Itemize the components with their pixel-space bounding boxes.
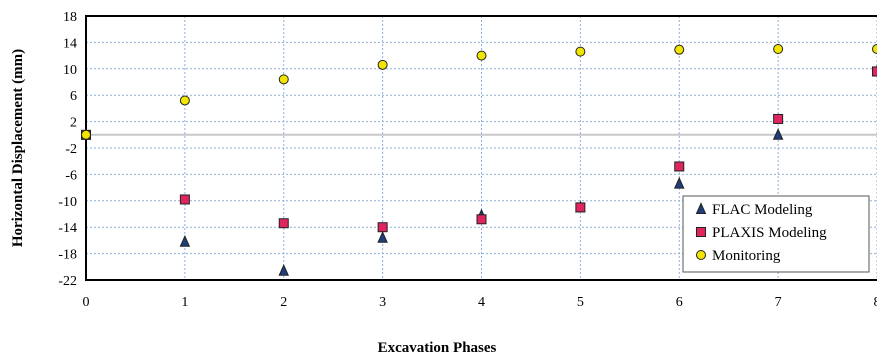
x-tick-label: 1	[181, 295, 188, 310]
y-tick-label: -2	[65, 142, 77, 157]
y-tick-label: -18	[58, 248, 77, 263]
legend-label: FLAC Modeling	[712, 202, 813, 218]
x-tick-label: 5	[577, 295, 584, 310]
y-tick-label: 6	[70, 89, 77, 104]
triangle-point	[180, 236, 189, 246]
circle-point	[378, 60, 387, 69]
circle-point	[477, 51, 486, 60]
x-tick-label: 0	[83, 295, 90, 310]
y-tick-label: 18	[63, 10, 77, 25]
y-tick-label: 2	[70, 116, 77, 131]
circle-point	[774, 45, 783, 54]
triangle-point	[675, 178, 684, 188]
y-tick-label: -22	[58, 274, 77, 289]
y-axis-title: Horizontal Displacement (mm)	[10, 49, 26, 247]
x-tick-label: 7	[775, 295, 782, 310]
legend: FLAC Modeling PLAXIS Modeling Monitoring	[683, 196, 869, 272]
circle-point	[180, 96, 189, 105]
legend-square-icon	[697, 228, 706, 237]
legend-label: Monitoring	[712, 248, 781, 264]
x-axis-title: Excavation Phases	[378, 340, 497, 356]
triangle-point	[378, 232, 387, 242]
x-tick-label: 3	[379, 295, 386, 310]
y-tick-label: -10	[58, 195, 77, 210]
legend-label: PLAXIS Modeling	[712, 225, 827, 241]
square-point	[378, 223, 387, 232]
triangle-point	[279, 265, 288, 275]
square-point	[477, 215, 486, 224]
square-point	[279, 219, 288, 228]
square-point	[873, 67, 877, 76]
circle-point	[873, 45, 877, 54]
circle-point	[576, 47, 585, 56]
x-tick-label: 8	[874, 295, 877, 310]
y-tick-label: -6	[65, 168, 77, 183]
x-tick-label: 4	[478, 295, 485, 310]
square-point	[774, 114, 783, 123]
square-point	[675, 162, 684, 171]
legend-circle-icon	[697, 251, 706, 260]
square-point	[576, 203, 585, 212]
circle-point	[675, 45, 684, 54]
x-tick-label: 2	[280, 295, 287, 310]
square-point	[180, 195, 189, 204]
x-tick-label: 6	[676, 295, 683, 310]
series-circle	[82, 45, 877, 140]
circle-point	[82, 130, 91, 139]
y-tick-label: -14	[58, 221, 77, 236]
y-tick-label: 10	[63, 63, 77, 78]
circle-point	[279, 75, 288, 84]
y-tick-label: 14	[63, 36, 77, 51]
